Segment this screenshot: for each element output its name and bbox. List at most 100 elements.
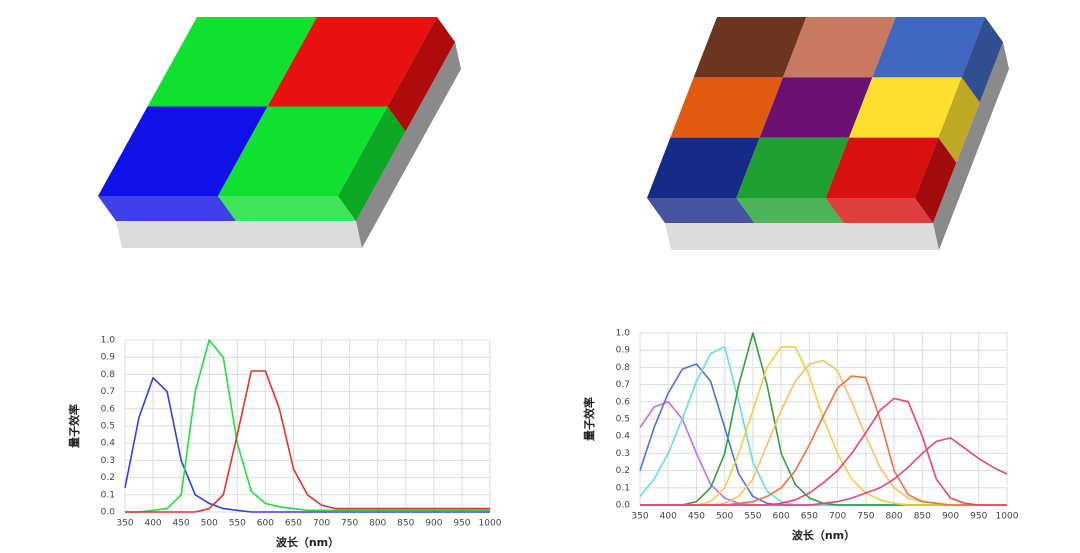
filter-front xyxy=(825,198,933,223)
series-line xyxy=(125,339,490,513)
x-tick-label: 350 xyxy=(631,512,648,522)
block-base-side xyxy=(356,42,461,248)
filter-cell xyxy=(759,77,873,138)
x-axis-label: 波长（nm） xyxy=(792,528,855,542)
x-tick-label: 700 xyxy=(829,512,846,522)
x-tick-label: 750 xyxy=(857,512,874,522)
filter-cell xyxy=(147,17,317,107)
filter-front xyxy=(98,196,236,221)
y-tick-label: 0.2 xyxy=(101,473,115,483)
filter-cell xyxy=(267,17,437,107)
x-tick-label: 400 xyxy=(660,512,677,522)
series-line xyxy=(124,377,490,513)
filter-side-shade xyxy=(915,137,957,223)
x-tick-label: 550 xyxy=(744,512,761,522)
y-tick-label: 0.8 xyxy=(616,363,631,373)
filter-blocks xyxy=(98,17,1009,250)
y-tick-label: 1.0 xyxy=(616,329,631,339)
filter-front-shade xyxy=(736,198,844,223)
y-tick-label: 0.7 xyxy=(616,380,630,390)
x-tick-label: 600 xyxy=(257,519,274,529)
x-tick-label: 900 xyxy=(425,519,442,529)
y-tick-label: 0.0 xyxy=(101,508,116,518)
filter-cell xyxy=(825,137,939,198)
block-base-front xyxy=(116,221,362,248)
x-tick-label: 700 xyxy=(313,519,330,529)
chart: 0.0 0.1 0.2 0.3 0.4 0.5 0.6 0.7 0.8 0.9 1.0 350 400 4… xyxy=(67,336,502,550)
y-tick-label: 0.3 xyxy=(616,449,630,459)
x-tick-label: 400 xyxy=(144,519,161,529)
filter-cell xyxy=(647,137,760,198)
filter-cell xyxy=(670,77,783,138)
y-tick-label: 0.6 xyxy=(101,404,116,414)
y-tick-label: 1.0 xyxy=(101,336,116,346)
x-tick-label: 950 xyxy=(970,512,987,522)
y-tick-label: 0.0 xyxy=(616,501,631,511)
y-tick-label: 0.4 xyxy=(616,432,631,442)
y-tick-label: 0.2 xyxy=(616,466,630,476)
x-tick-label: 1000 xyxy=(479,519,502,529)
series-line xyxy=(639,346,1007,506)
filter-side-shade xyxy=(961,17,1003,103)
filter-cell xyxy=(693,17,807,78)
y-tick-label: 0.7 xyxy=(101,387,115,397)
filter-cell xyxy=(783,17,896,78)
filter-front xyxy=(647,198,755,223)
y-tick-label: 0.6 xyxy=(616,397,631,407)
filter-cell xyxy=(98,106,268,196)
filter-side xyxy=(938,77,980,163)
x-tick-label: 450 xyxy=(173,519,190,529)
x-tick-label: 350 xyxy=(116,519,133,529)
x-tick-label: 1000 xyxy=(996,512,1019,522)
x-tick-label: 950 xyxy=(453,519,470,529)
x-tick-label: 900 xyxy=(942,512,959,522)
x-tick-label: 450 xyxy=(688,512,705,522)
x-tick-label: 850 xyxy=(914,512,931,522)
block-base-front xyxy=(665,223,939,250)
filter-cell xyxy=(872,17,985,78)
series-line xyxy=(640,346,1007,506)
filter-front-shade xyxy=(98,196,236,221)
x-tick-label: 650 xyxy=(801,512,818,522)
x-tick-label: 850 xyxy=(397,519,414,529)
filter-front xyxy=(736,198,844,223)
filter-side-shade xyxy=(938,77,980,163)
y-axis-label: 量子效率 xyxy=(582,397,596,441)
series-line xyxy=(640,375,1007,506)
x-tick-label: 500 xyxy=(716,512,733,522)
y-tick-label: 0.1 xyxy=(101,490,115,500)
filter-front xyxy=(218,196,356,221)
y-tick-label: 0.8 xyxy=(101,370,116,380)
y-axis-label: 量子效率 xyxy=(67,404,81,448)
x-tick-label: 750 xyxy=(341,519,358,529)
x-axis-label: 波长（nm） xyxy=(276,535,339,549)
filter-side xyxy=(338,106,406,221)
filter-side xyxy=(915,137,957,223)
chart: 0.0 0.1 0.2 0.3 0.4 0.5 0.6 0.7 0.8 0.9 1.0 350 400 4… xyxy=(582,329,1019,543)
y-tick-label: 0.9 xyxy=(616,346,631,356)
filter-cell xyxy=(218,106,388,196)
y-tick-label: 0.1 xyxy=(616,483,630,493)
filter-front-shade xyxy=(647,198,755,223)
block-base-side xyxy=(933,42,1009,250)
filter-side-shade xyxy=(387,17,455,132)
y-tick-label: 0.3 xyxy=(101,456,115,466)
filter-side xyxy=(961,17,1003,103)
filter-front-shade xyxy=(825,198,933,223)
y-tick-label: 0.4 xyxy=(101,439,116,449)
filter-cell xyxy=(736,137,849,198)
x-tick-label: 800 xyxy=(885,512,902,522)
filter-cell xyxy=(849,77,962,138)
x-tick-label: 650 xyxy=(285,519,302,529)
y-tick-label: 0.5 xyxy=(616,415,630,425)
series-line xyxy=(640,437,1008,506)
y-tick-label: 0.9 xyxy=(101,353,116,363)
y-tick-label: 0.5 xyxy=(101,422,115,432)
x-tick-label: 600 xyxy=(773,512,790,522)
x-tick-label: 800 xyxy=(369,519,386,529)
x-tick-label: 550 xyxy=(229,519,246,529)
filter-front-shade xyxy=(218,196,356,221)
filter-side-shade xyxy=(338,106,406,221)
